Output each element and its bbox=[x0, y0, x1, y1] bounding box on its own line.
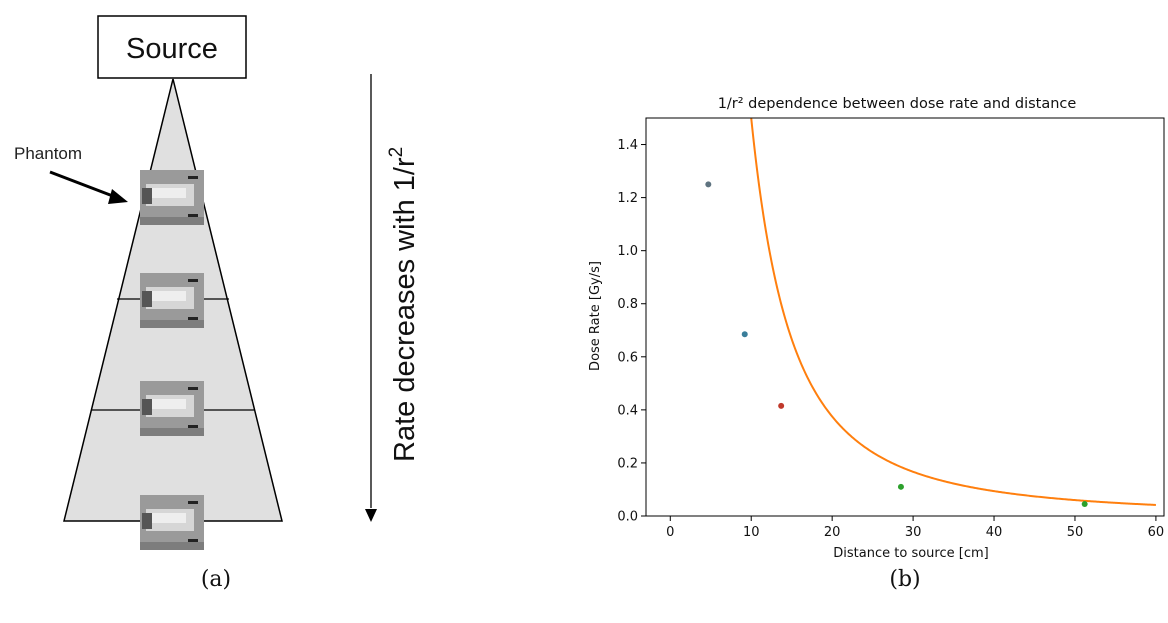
caption-b: (b) bbox=[889, 567, 920, 592]
diagram-panel: Source Phantom Rate decreases with 1/r2 … bbox=[14, 15, 421, 592]
rate-arrow-text: Rate decreases with 1/r2 bbox=[386, 147, 421, 462]
y-tick-label: 1.4 bbox=[617, 138, 638, 153]
phantom-group bbox=[140, 170, 204, 550]
x-axis-label: Distance to source [cm] bbox=[833, 546, 988, 561]
source-label: Source bbox=[126, 33, 218, 65]
phantom-pointer-head bbox=[108, 189, 128, 204]
data-point bbox=[778, 402, 785, 409]
phantom-pointer-arrow bbox=[49, 170, 119, 200]
phantom-image bbox=[140, 381, 204, 436]
y-tick-label: 0.8 bbox=[617, 297, 638, 312]
phantom-label: Phantom bbox=[14, 144, 82, 163]
x-tick-label: 0 bbox=[666, 525, 674, 540]
phantom-image bbox=[140, 170, 204, 225]
plot-frame bbox=[645, 117, 1165, 517]
y-tick-label: 0.0 bbox=[617, 510, 638, 525]
x-tick-label: 50 bbox=[1067, 525, 1084, 540]
y-tick-label: 0.6 bbox=[617, 350, 638, 365]
x-tick-label: 40 bbox=[986, 525, 1003, 540]
source-box bbox=[97, 15, 247, 79]
y-tick-label: 0.2 bbox=[617, 456, 638, 471]
y-axis-label: Dose Rate [Gy/s] bbox=[588, 261, 603, 371]
plot-area: 0 10 20 30 40 50 60 0.0 0.2 0.4 0.6 0.8 1.0 1.2 1.4 bbox=[617, 117, 1165, 540]
x-tick-label: 10 bbox=[743, 525, 760, 540]
x-tick-label: 20 bbox=[824, 525, 841, 540]
y-tick-label: 1.2 bbox=[617, 191, 638, 206]
data-point bbox=[705, 181, 712, 188]
phantom-image bbox=[140, 495, 204, 550]
data-point bbox=[741, 331, 748, 338]
x-tick-label: 30 bbox=[905, 525, 922, 540]
caption-a: (a) bbox=[201, 567, 231, 592]
chart-title: 1/r² dependence between dose rate and di… bbox=[718, 96, 1077, 112]
chart-panel: 1/r² dependence between dose rate and di… bbox=[588, 96, 1165, 592]
rate-arrow-head bbox=[365, 509, 377, 522]
x-tick-label: 60 bbox=[1148, 525, 1165, 540]
data-point bbox=[1081, 501, 1088, 508]
y-tick-label: 1.0 bbox=[617, 244, 638, 259]
phantom-image bbox=[140, 273, 204, 328]
fit-curve bbox=[750, 118, 1156, 506]
data-point bbox=[897, 483, 904, 490]
y-tick-label: 0.4 bbox=[617, 403, 638, 418]
